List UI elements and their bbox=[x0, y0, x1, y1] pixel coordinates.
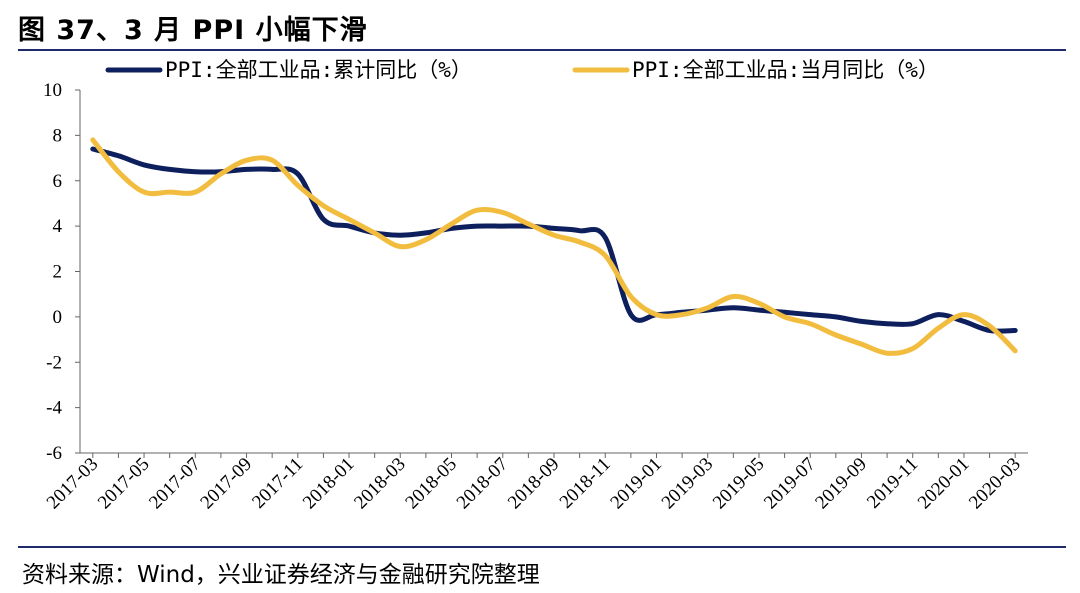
x-tick-label: 2018-09 bbox=[504, 454, 564, 514]
x-tick-label: 2019-11 bbox=[863, 454, 922, 513]
x-tick-label: 2019-07 bbox=[760, 454, 820, 514]
x-tick-label: 2017-05 bbox=[94, 454, 154, 514]
legend-label-cumulative: PPI:全部工业品:累计同比（%） bbox=[165, 58, 472, 82]
x-tick-label: 2018-03 bbox=[350, 454, 410, 514]
y-tick-label: 8 bbox=[53, 125, 63, 146]
series-layer bbox=[90, 137, 1018, 356]
y-tick-label: 10 bbox=[43, 80, 62, 101]
figure-title: 图 37、3 月 PPI 小幅下滑 bbox=[18, 15, 368, 46]
x-tick-label: 2017-11 bbox=[248, 454, 307, 513]
x-tick-label: 2018-11 bbox=[556, 454, 615, 513]
y-tick-label: -2 bbox=[46, 352, 62, 373]
title-rule bbox=[18, 49, 1066, 51]
source-rule bbox=[18, 546, 1066, 548]
y-tick-label: 4 bbox=[53, 216, 63, 237]
y-tick-label: 0 bbox=[53, 307, 63, 328]
x-tick-label: 2019-01 bbox=[606, 454, 666, 514]
y-tick-label: 6 bbox=[53, 171, 63, 192]
x-tick-label: 2018-05 bbox=[401, 454, 461, 514]
series-line-monthly bbox=[90, 137, 1018, 356]
x-tick-label: 2017-09 bbox=[196, 454, 256, 514]
legend: PPI:全部工业品:累计同比（%） PPI:全部工业品:当月同比（%） bbox=[105, 58, 939, 82]
x-tick-label: 2019-09 bbox=[811, 454, 871, 514]
x-tick-label: 2018-07 bbox=[453, 454, 513, 514]
x-tick-label: 2020-01 bbox=[914, 454, 974, 514]
x-tick-label: 2019-05 bbox=[709, 454, 769, 514]
y-tick-label: -6 bbox=[46, 443, 62, 464]
source-note: 资料来源：Wind，兴业证券经济与金融研究院整理 bbox=[22, 562, 540, 588]
legend-label-monthly: PPI:全部工业品:当月同比（%） bbox=[632, 58, 939, 82]
x-tick-label: 2019-03 bbox=[658, 454, 718, 514]
x-tick-label: 2017-07 bbox=[145, 454, 205, 514]
axes-layer: 1086420-2-4-62017-032017-052017-072017-0… bbox=[43, 80, 1028, 513]
x-tick-label: 2020-03 bbox=[965, 454, 1025, 514]
x-tick-label: 2018-01 bbox=[299, 454, 359, 514]
series-line-cumulative bbox=[90, 146, 1018, 334]
y-tick-label: -4 bbox=[46, 398, 62, 419]
y-tick-label: 2 bbox=[53, 262, 63, 283]
